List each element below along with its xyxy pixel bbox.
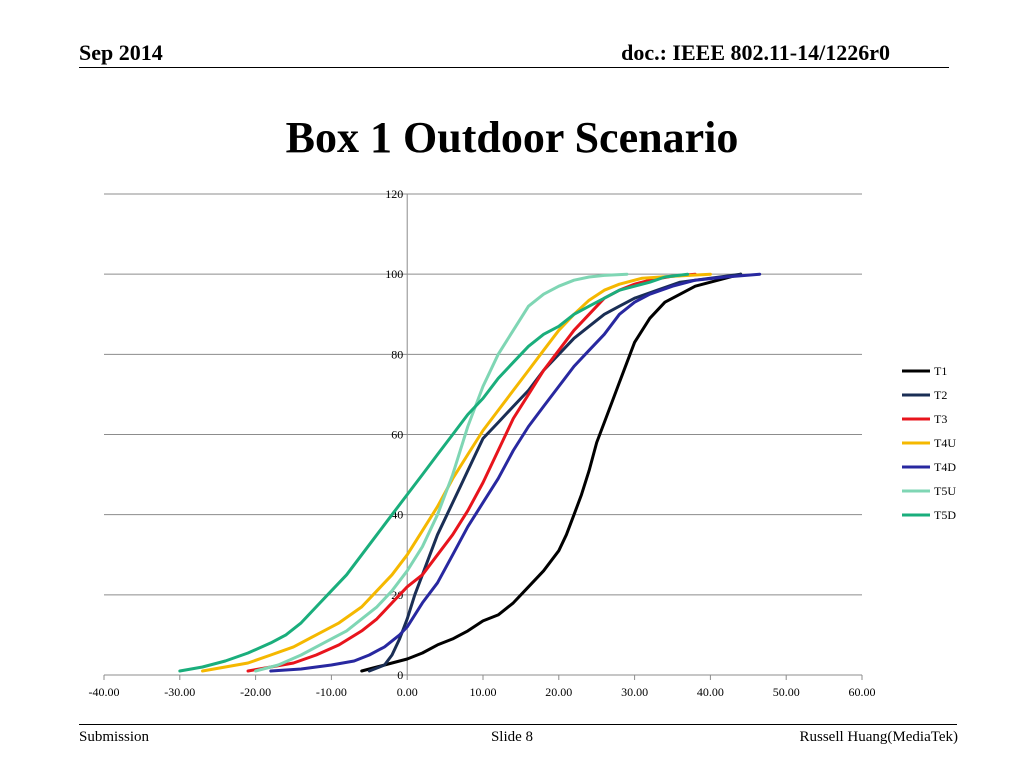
y-tick-label: 20	[391, 588, 403, 602]
legend-label-t5u: T5U	[934, 484, 956, 498]
x-tick-label: -30.00	[164, 685, 195, 699]
y-tick-label: 120	[385, 187, 403, 201]
y-tick-label: 80	[391, 347, 403, 361]
x-tick-label: 30.00	[621, 685, 648, 699]
legend-label-t4d: T4D	[934, 460, 956, 474]
x-tick-label: 40.00	[697, 685, 724, 699]
series-line-t2	[367, 272, 743, 673]
x-tick-label: 60.00	[849, 685, 876, 699]
x-tick-label: 50.00	[773, 685, 800, 699]
legend-label-t3: T3	[934, 412, 947, 426]
series-line-t5u	[254, 272, 629, 673]
header-date: Sep 2014	[79, 40, 163, 65]
series-line-t1	[360, 272, 743, 673]
footer-slide-number: Slide 8	[490, 729, 534, 745]
slide-title: Box 1 Outdoor Scenario	[285, 113, 739, 162]
x-tick-label: -20.00	[240, 685, 271, 699]
y-tick-label: 0	[397, 668, 403, 682]
legend-label-t1: T1	[934, 364, 947, 378]
series-line-t4u	[201, 272, 712, 673]
footer-author: Russell Huang(MediaTek)	[799, 729, 959, 745]
legend-label-t4u: T4U	[934, 436, 956, 450]
y-tick-label: 60	[391, 428, 403, 442]
series-line-t3	[246, 272, 697, 673]
x-tick-label: 0.00	[397, 685, 418, 699]
footer-submission: Submission	[79, 729, 150, 745]
x-tick-label: -40.00	[89, 685, 120, 699]
footer-divider	[79, 724, 957, 725]
header-doc-id: doc.: IEEE 802.11-14/1226r0	[621, 40, 890, 65]
legend-label-t5d: T5D	[934, 508, 956, 522]
x-tick-label: 10.00	[470, 685, 497, 699]
x-tick-label: -10.00	[316, 685, 347, 699]
series-line-t5d	[178, 272, 690, 673]
x-tick-label: 20.00	[545, 685, 572, 699]
legend-label-t2: T2	[934, 388, 947, 402]
header-divider	[79, 67, 949, 68]
y-tick-label: 100	[385, 267, 403, 281]
series-line-t4d	[269, 272, 762, 673]
